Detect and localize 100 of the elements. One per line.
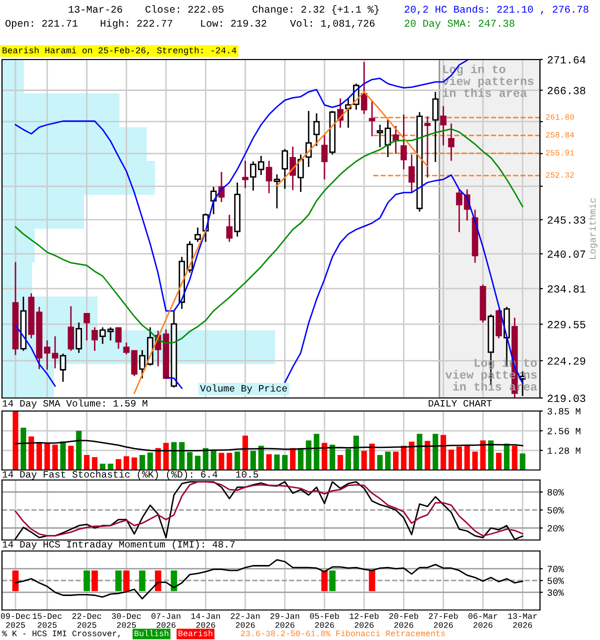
bar xyxy=(345,448,352,470)
bar xyxy=(377,454,383,470)
bar xyxy=(424,440,430,470)
y-tick-label: 30% xyxy=(548,589,564,596)
text: 13-Mar-26 xyxy=(68,6,122,13)
bar xyxy=(171,442,177,470)
text: Bullish xyxy=(134,630,168,636)
bar xyxy=(322,442,328,470)
candlestick xyxy=(274,174,280,210)
bar xyxy=(234,452,240,470)
candlestick xyxy=(298,154,304,193)
y-tick-label: 271.64 xyxy=(548,56,586,64)
x-tick-label: 13-Mar 2026 xyxy=(508,613,537,628)
bar xyxy=(202,448,208,470)
bar xyxy=(393,452,399,470)
candlestick xyxy=(194,226,201,243)
candlestick xyxy=(360,61,368,115)
y-tick-label: 1.28 M xyxy=(548,447,580,454)
y-tick-label: 240.07 xyxy=(548,250,586,258)
candlestick xyxy=(76,322,82,354)
bar xyxy=(36,442,42,470)
bar xyxy=(472,452,478,470)
text: Change: 2.32 {+1.1 %} xyxy=(252,5,379,15)
y-tick-label: 80% xyxy=(548,489,564,496)
bar xyxy=(512,446,518,470)
bar xyxy=(408,442,414,470)
text: Close: 222.05 xyxy=(146,5,224,13)
bar xyxy=(416,434,422,470)
x-tick-label: 27-Feb 2026 xyxy=(428,612,458,628)
bar xyxy=(448,450,454,470)
bar xyxy=(290,448,296,470)
bar xyxy=(210,450,216,470)
bar xyxy=(456,446,462,470)
x-tick-label: 06-Mar 2026 xyxy=(468,613,498,628)
x-tick-label: 22-Jan 2026 xyxy=(230,613,260,628)
x-tick-label: 20-Feb 2026 xyxy=(389,612,418,628)
ref-line-label: 261.80 xyxy=(546,114,574,120)
line-series xyxy=(14,559,524,600)
candlestick xyxy=(424,116,431,178)
y-tick-label: 3.85 M xyxy=(548,408,580,415)
bar xyxy=(242,436,248,470)
bar xyxy=(139,454,146,470)
text: DAILY CHART xyxy=(428,400,492,407)
candlestick xyxy=(392,125,399,154)
x-tick-label: 15-Dec 2025 xyxy=(32,613,62,628)
bar xyxy=(132,457,138,470)
bar xyxy=(504,444,510,470)
candlestick xyxy=(226,214,233,243)
bar xyxy=(330,444,336,470)
text: Low: 219.32 xyxy=(201,20,266,27)
bar xyxy=(488,440,494,470)
chart-title: 14 Day HCS Intraday Momentum (IMI): 48.7 xyxy=(2,540,235,550)
candlestick xyxy=(400,114,407,170)
bar xyxy=(52,444,58,470)
candlestick xyxy=(282,148,288,190)
x-tick-label: 05-Feb 2026 xyxy=(310,612,339,628)
bar xyxy=(218,452,224,470)
bar xyxy=(440,434,446,470)
bar xyxy=(338,454,344,470)
bar xyxy=(108,464,114,470)
y-tick-label: 234.81 xyxy=(548,285,586,293)
x-tick-label: 14-Jan 2026 xyxy=(191,613,220,628)
candlestick xyxy=(290,146,296,191)
x-tick-label: 07-Jan 2026 xyxy=(152,613,180,628)
bar xyxy=(163,442,169,470)
candlestick xyxy=(266,160,272,194)
bar xyxy=(400,446,406,470)
text: 20 Day SMA: 247.38 xyxy=(404,20,514,29)
x-tick-label: 30-Dec 2025 xyxy=(112,613,141,628)
text: Volume By Price xyxy=(200,384,287,394)
bar xyxy=(44,444,50,470)
candlestick xyxy=(68,305,74,352)
y-tick-label: 245.33 xyxy=(548,216,586,224)
ref-line-label: 252.32 xyxy=(546,172,574,178)
candlestick xyxy=(368,100,376,137)
candlestick xyxy=(60,352,66,382)
ref-line-label: 255.91 xyxy=(546,150,574,156)
x-tick-label: 09-Dec 2025 xyxy=(0,613,30,628)
bar xyxy=(496,452,502,470)
bar xyxy=(155,448,161,470)
bar xyxy=(187,452,193,470)
y-tick-label: 219.03 xyxy=(548,394,586,402)
y-tick-label: 229.55 xyxy=(548,320,586,328)
bar xyxy=(226,452,232,470)
y-tick-label: 224.29 xyxy=(548,357,586,365)
text: 20,2 HC Bands: 221.10 , 276.78 xyxy=(404,5,588,14)
bar xyxy=(353,436,359,470)
y-tick-label: 50% xyxy=(548,507,564,514)
text: Open: 221.71 xyxy=(6,20,78,29)
line-series xyxy=(14,440,524,452)
candlestick xyxy=(440,105,446,146)
candlestick xyxy=(84,312,90,342)
bar xyxy=(60,441,66,470)
text: Bearish xyxy=(178,630,212,636)
bar xyxy=(84,454,90,470)
text: 23.6-38.2-50-61.8% Fibonacci Retracements xyxy=(241,630,445,636)
bar xyxy=(369,444,375,470)
bar xyxy=(385,452,391,470)
bar xyxy=(274,454,280,470)
bar xyxy=(124,456,130,470)
